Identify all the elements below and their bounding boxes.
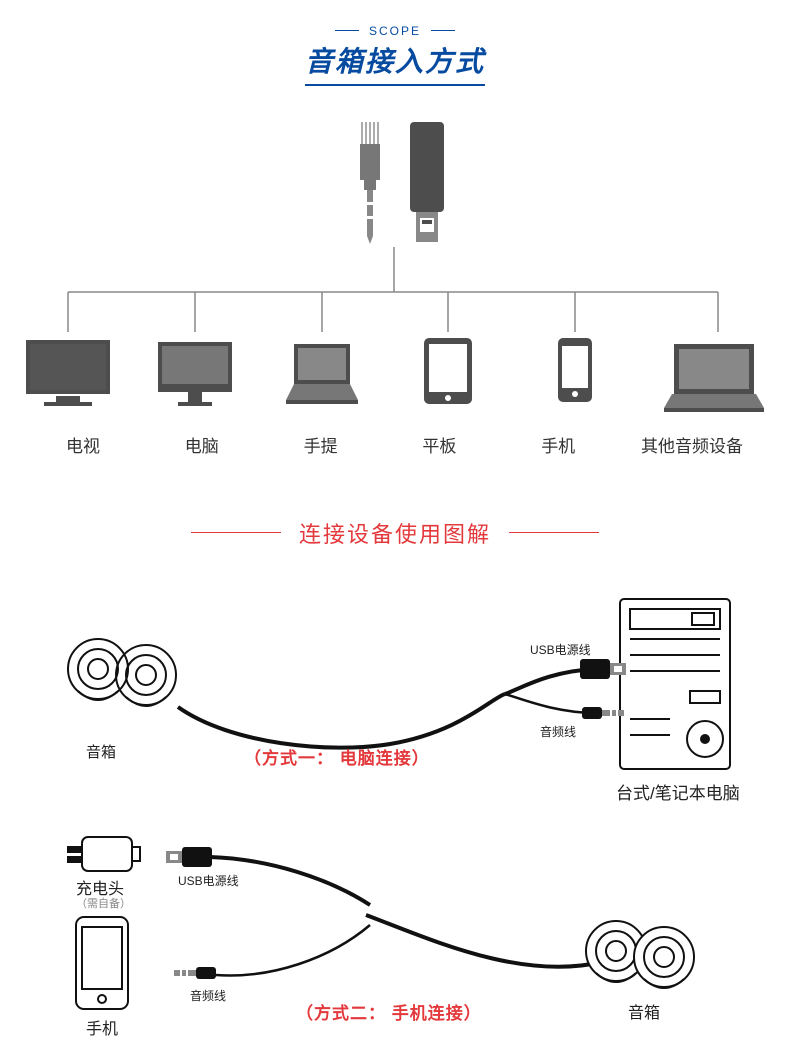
device-tv-icon <box>26 340 110 406</box>
device-label-phone: 手机 <box>503 432 613 457</box>
aux-plug-icon <box>360 122 380 244</box>
m1-pc-tower-icon <box>620 599 730 769</box>
device-monitor-icon <box>158 342 232 406</box>
m2-usb-label: USB电源线 <box>178 872 239 889</box>
m1-audio-plug-icon <box>582 707 624 719</box>
device-label-other: 其他音频设备 <box>622 432 762 457</box>
device-labels-row: 电视 电脑 手提 平板 手机 其他音频设备 <box>0 432 790 457</box>
scope-title: 音箱接入方式 <box>305 40 485 86</box>
scope-header: SCOPE 音箱接入方式 <box>0 0 790 86</box>
m1-caption: （方式一： 电脑连接） <box>244 744 430 769</box>
m2-audio-label: 音频线 <box>190 987 226 1004</box>
device-tablet-icon <box>424 338 472 404</box>
scope-diagram <box>0 92 790 432</box>
m1-cable <box>178 669 596 748</box>
m1-speaker-icon <box>68 639 176 706</box>
m1-speaker-label: 音箱 <box>86 741 116 762</box>
device-label-tablet: 平板 <box>384 432 494 457</box>
device-label-tv: 电视 <box>28 432 138 457</box>
m2-phone-label: 手机 <box>86 1015 118 1039</box>
device-other-icon <box>664 344 764 412</box>
m2-usb-plug-icon <box>166 847 212 867</box>
device-laptop-icon <box>286 344 358 404</box>
m2-caption: （方式二： 手机连接） <box>296 999 482 1024</box>
m2-speaker-icon <box>586 921 694 988</box>
connection-tree <box>68 247 718 332</box>
m2-cable <box>210 857 602 976</box>
m2-charger-icon <box>68 837 140 871</box>
device-label-desktop: 电脑 <box>147 432 257 457</box>
m2-charger-note: （需自备） <box>76 895 131 911</box>
scope-eyebrow: SCOPE <box>335 24 455 38</box>
device-phone-icon <box>558 338 592 402</box>
device-label-laptop: 手提 <box>266 432 376 457</box>
m1-usb-label: USB电源线 <box>530 641 591 658</box>
m2-speaker-label: 音箱 <box>628 999 660 1023</box>
m2-audio-plug-icon <box>174 967 216 979</box>
usage-title: 连接设备使用图解 <box>191 517 599 549</box>
usage-header: 连接设备使用图解 <box>0 517 790 549</box>
m1-audio-label: 音频线 <box>540 723 576 740</box>
usb-plug-icon <box>410 122 444 242</box>
m1-device-label: 台式/笔记本电脑 <box>616 779 740 804</box>
m2-phone-icon <box>76 917 128 1009</box>
usage-diagram: 音箱 USB电源线 音频线 （方式一： 电脑连接） 台式/笔记本电脑 充电头 （… <box>0 579 790 1039</box>
